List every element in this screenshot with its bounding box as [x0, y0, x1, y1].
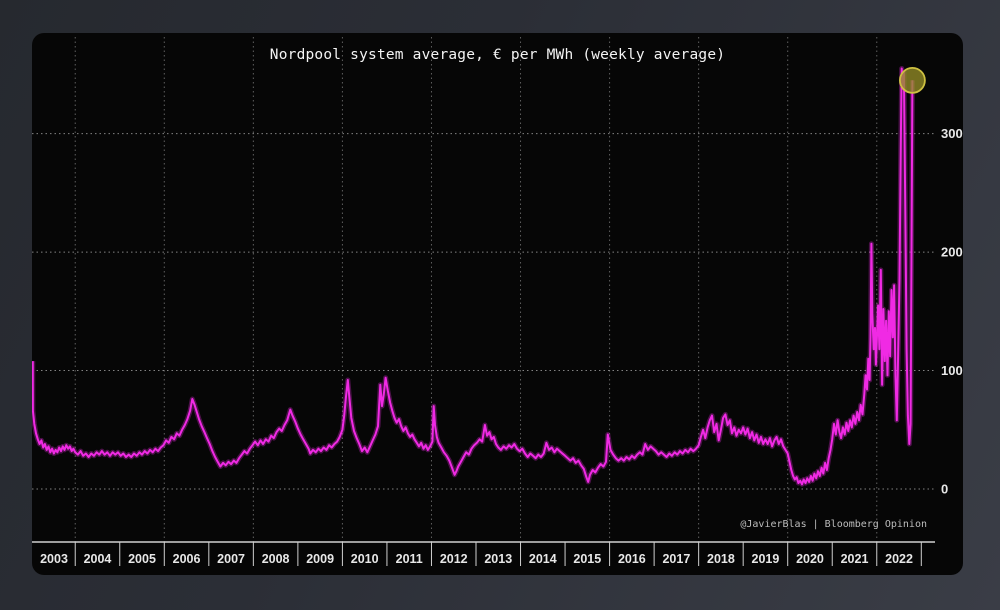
y-tick-label: 100: [941, 363, 963, 378]
chart-card: Nordpool system average, € per MWh (week…: [32, 33, 963, 575]
year-label: 2009: [306, 552, 334, 566]
year-label: 2018: [707, 552, 735, 566]
year-label: 2008: [262, 552, 290, 566]
year-label: 2019: [752, 552, 780, 566]
highlight-circle: [898, 66, 926, 94]
year-label: 2005: [128, 552, 156, 566]
year-label: 2020: [796, 552, 824, 566]
attribution-text: @JavierBlas | Bloomberg Opinion: [740, 519, 927, 530]
y-tick-label: 300: [941, 126, 963, 141]
chart-title: Nordpool system average, € per MWh (week…: [269, 47, 726, 63]
year-label: 2007: [217, 552, 245, 566]
year-label: 2021: [841, 552, 869, 566]
year-label: 2022: [885, 552, 913, 566]
year-label: 2004: [84, 552, 112, 566]
year-label: 2017: [662, 552, 690, 566]
price-line-chart: 0 100 200 300 2003 2004 2005 2006 2007 2008 2009 20…: [32, 37, 963, 566]
year-label: 2003: [40, 552, 68, 566]
year-label: 2013: [484, 552, 512, 566]
y-tick-label: 0: [941, 481, 948, 496]
year-label: 2011: [396, 552, 423, 566]
year-label: 2015: [573, 552, 601, 566]
year-label: 2012: [440, 552, 468, 566]
year-label: 2014: [529, 552, 557, 566]
year-label: 2010: [351, 552, 379, 566]
year-label: 2016: [618, 552, 646, 566]
y-tick-label: 200: [941, 245, 963, 260]
price-line: [32, 67, 914, 486]
year-label: 2006: [173, 552, 201, 566]
